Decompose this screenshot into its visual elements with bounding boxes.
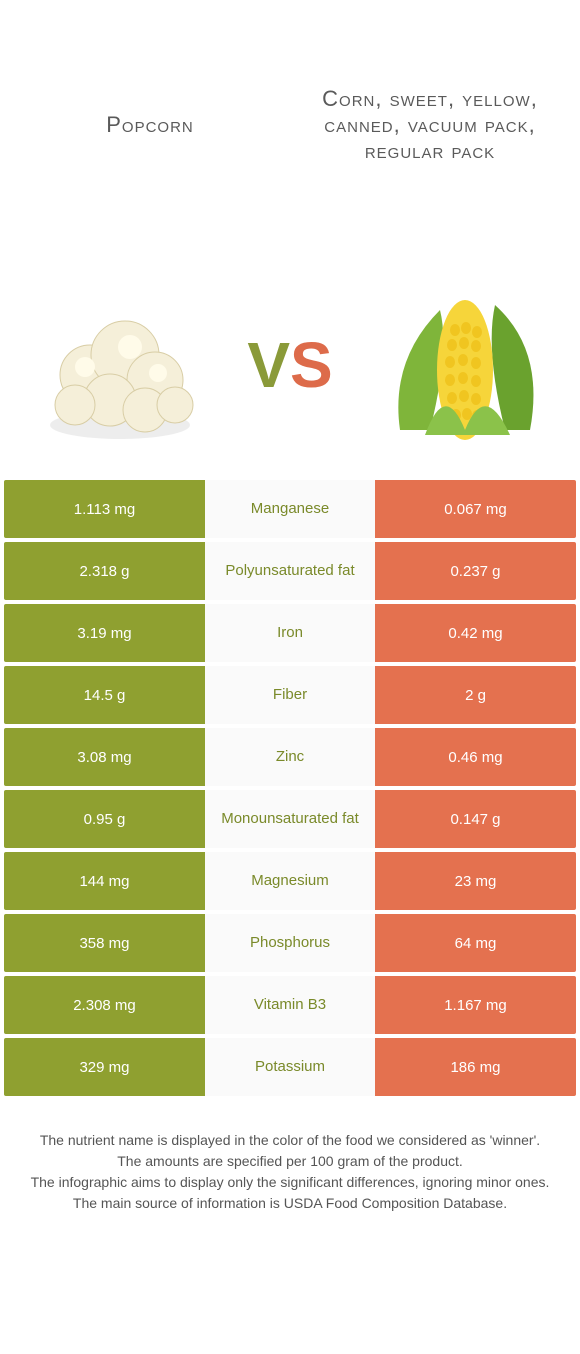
cell-right-value: 2 g [375,666,576,724]
cell-right-value: 186 mg [375,1038,576,1096]
vs-label: VS [247,328,332,402]
cell-right-value: 64 mg [375,914,576,972]
cell-nutrient-label: Monounsaturated fat [205,790,375,848]
cell-left-value: 0.95 g [4,790,205,848]
table-row: 2.308 mgVitamin B31.167 mg [4,976,576,1034]
cell-nutrient-label: Iron [205,604,375,662]
nutrient-table: 1.113 mgManganese0.067 mg2.318 gPolyunsa… [0,480,580,1096]
cell-nutrient-label: Fiber [205,666,375,724]
cell-right-value: 1.167 mg [375,976,576,1034]
cell-right-value: 0.067 mg [375,480,576,538]
cell-left-value: 14.5 g [4,666,205,724]
cell-right-value: 23 mg [375,852,576,910]
cell-nutrient-label: Zinc [205,728,375,786]
cell-nutrient-label: Magnesium [205,852,375,910]
table-row: 3.19 mgIron0.42 mg [4,604,576,662]
title-right: Corn, sweet, yellow, canned, vacuum pack… [290,86,570,164]
table-row: 144 mgMagnesium23 mg [4,852,576,910]
titles-row: Popcorn Corn, sweet, yellow, canned, vac… [0,0,580,250]
table-row: 358 mgPhosphorus64 mg [4,914,576,972]
cell-left-value: 358 mg [4,914,205,972]
cell-left-value: 2.318 g [4,542,205,600]
table-row: 2.318 gPolyunsaturated fat0.237 g [4,542,576,600]
table-row: 0.95 gMonounsaturated fat0.147 g [4,790,576,848]
cell-right-value: 0.147 g [375,790,576,848]
table-row: 14.5 gFiber2 g [4,666,576,724]
footer-line-2: The amounts are specified per 100 gram o… [20,1151,560,1172]
title-left: Popcorn [10,112,290,138]
table-row: 3.08 mgZinc0.46 mg [4,728,576,786]
vs-v: V [247,328,290,402]
table-row: 1.113 mgManganese0.067 mg [4,480,576,538]
cell-right-value: 0.42 mg [375,604,576,662]
cell-nutrient-label: Potassium [205,1038,375,1096]
cell-nutrient-label: Phosphorus [205,914,375,972]
popcorn-image [20,265,220,465]
cell-left-value: 1.113 mg [4,480,205,538]
vs-s: S [290,328,333,402]
images-row: VS [0,250,580,480]
footer-line-4: The main source of information is USDA F… [20,1193,560,1214]
cell-right-value: 0.46 mg [375,728,576,786]
cell-left-value: 3.08 mg [4,728,205,786]
cell-nutrient-label: Polyunsaturated fat [205,542,375,600]
cell-left-value: 144 mg [4,852,205,910]
cell-nutrient-label: Manganese [205,480,375,538]
cell-nutrient-label: Vitamin B3 [205,976,375,1034]
footer-notes: The nutrient name is displayed in the co… [0,1100,580,1214]
footer-line-3: The infographic aims to display only the… [20,1172,560,1193]
cell-left-value: 329 mg [4,1038,205,1096]
cell-left-value: 3.19 mg [4,604,205,662]
cell-right-value: 0.237 g [375,542,576,600]
cell-left-value: 2.308 mg [4,976,205,1034]
footer-line-1: The nutrient name is displayed in the co… [20,1130,560,1151]
table-row: 329 mgPotassium186 mg [4,1038,576,1096]
corn-image [360,265,560,465]
